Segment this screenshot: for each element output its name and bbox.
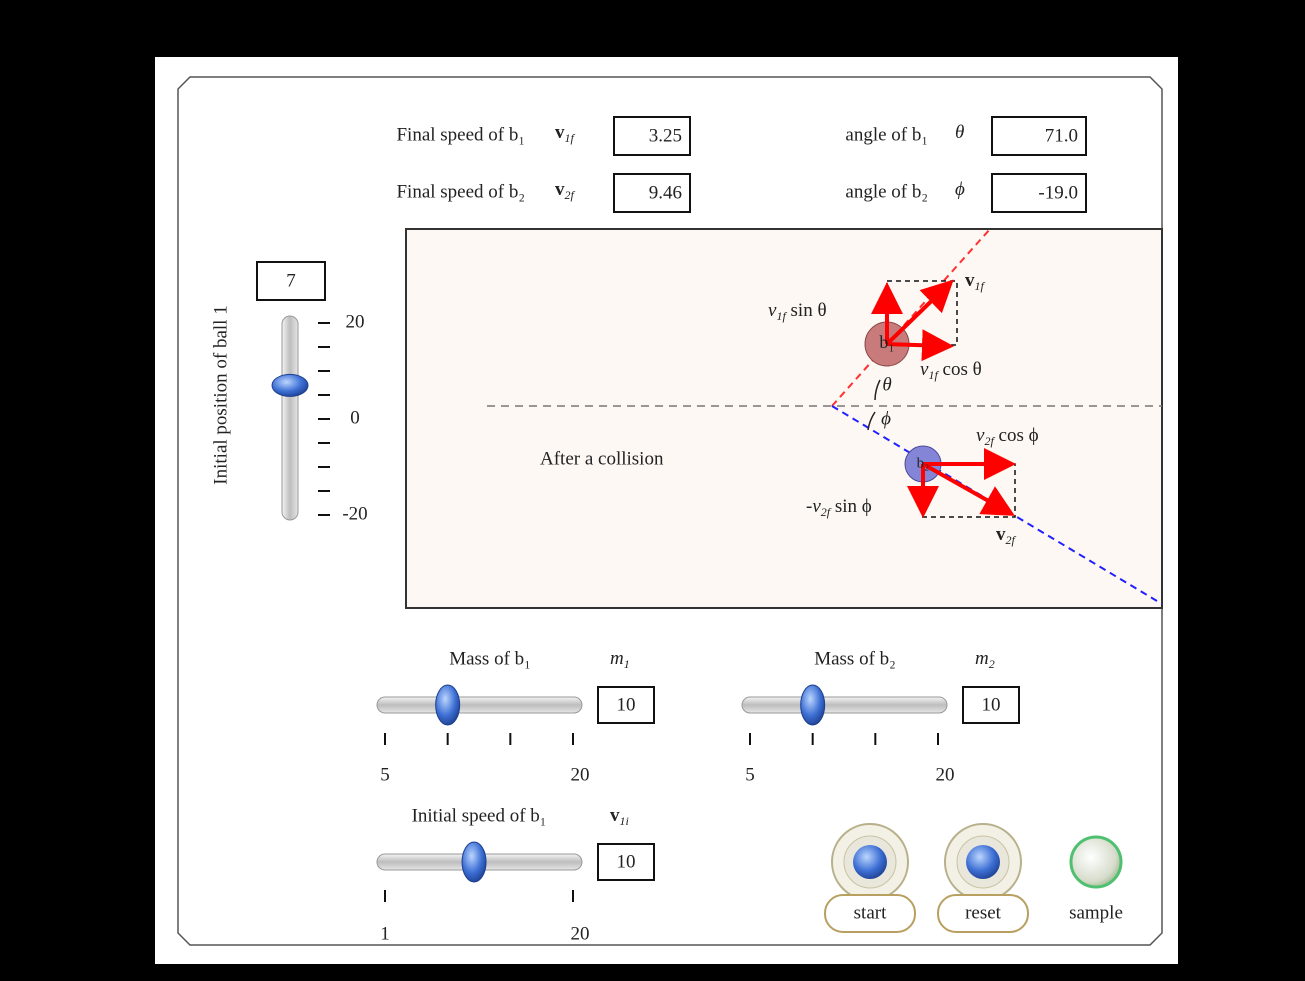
ball-label: b₁ [879, 332, 894, 352]
tick-label: 0 [350, 407, 360, 428]
tick-label: 20 [571, 923, 590, 944]
button-label: sample [1069, 902, 1123, 923]
body: After a collisionb₁b₂v1f sin θv1f cos θv… [0, 0, 1305, 981]
tick-label: 20 [571, 764, 590, 785]
base: ϕ [955, 179, 965, 200]
suffix: cos θ [938, 359, 982, 380]
value-text: -19.0 [1038, 182, 1078, 203]
tick-label: -20 [342, 503, 367, 524]
button[interactable]: sample [1069, 837, 1123, 923]
diagram-canvas [406, 229, 1162, 608]
button-knob [853, 845, 887, 879]
button-label: start [854, 902, 887, 923]
value-text: 10 [617, 694, 636, 715]
value-text: 10 [617, 851, 636, 872]
vector [887, 344, 946, 346]
readout-label: Final speed of b₁ [396, 124, 525, 145]
tick-label: 20 [346, 311, 365, 332]
subscript: 1 [624, 657, 630, 671]
slider-thumb[interactable] [272, 374, 308, 396]
slider-track [377, 697, 582, 713]
slider-label: Initial position of ball 1 [210, 305, 231, 484]
slider-label: Initial speed of b₁ [412, 805, 547, 826]
value-text: 71.0 [1045, 125, 1078, 146]
button-knob [966, 845, 1000, 879]
caption: After a collision [540, 448, 664, 469]
subscript: 1i [620, 814, 629, 828]
base: v [996, 524, 1006, 545]
base: m [975, 648, 989, 669]
base: m [610, 648, 624, 669]
value-text: 10 [982, 694, 1001, 715]
button-label: reset [965, 902, 1002, 923]
symbol: ϕ [955, 179, 965, 200]
vector-label: -v2f sin ϕ [806, 496, 872, 518]
base: θ [955, 122, 964, 143]
suffix: cos ϕ [994, 425, 1039, 446]
slider-track [282, 316, 298, 520]
tick-label: 1 [380, 923, 390, 944]
button-knob [1071, 837, 1121, 887]
button[interactable]: reset [938, 824, 1028, 932]
slider-track [742, 697, 947, 713]
readout-label: angle of b₂ [845, 181, 928, 202]
value-text: 7 [286, 270, 296, 291]
slider-thumb[interactable] [801, 685, 825, 725]
suffix: sin θ [786, 300, 827, 321]
angle-label: ϕ [881, 408, 891, 429]
base: v [555, 179, 565, 200]
suffix: sin ϕ [830, 496, 872, 517]
slider-label: Mass of b₁ [449, 648, 531, 669]
slider-thumb[interactable] [436, 685, 460, 725]
tick-label: 20 [936, 764, 955, 785]
angle-label: θ [882, 374, 891, 395]
base: v [610, 805, 620, 826]
screen: After a collisionb₁b₂v1f sin θv1f cos θv… [0, 0, 1305, 981]
value-text: 3.25 [649, 125, 682, 146]
base: v [555, 122, 565, 143]
slider-thumb[interactable] [462, 842, 486, 882]
symbol: θ [955, 122, 964, 143]
value-text: 9.46 [649, 182, 682, 203]
readout-label: angle of b₁ [845, 124, 928, 145]
subscript: 2 [989, 657, 995, 671]
slider-label: Mass of b₂ [814, 648, 896, 669]
tick-label: 5 [380, 764, 390, 785]
tick-label: 5 [745, 764, 755, 785]
page: Collision simulation {"readouts": [ {"la… [0, 0, 1305, 981]
base: v [965, 270, 975, 291]
button[interactable]: start [825, 824, 915, 932]
readout-label: Final speed of b₂ [396, 181, 525, 202]
ball-label: b₂ [917, 455, 930, 471]
